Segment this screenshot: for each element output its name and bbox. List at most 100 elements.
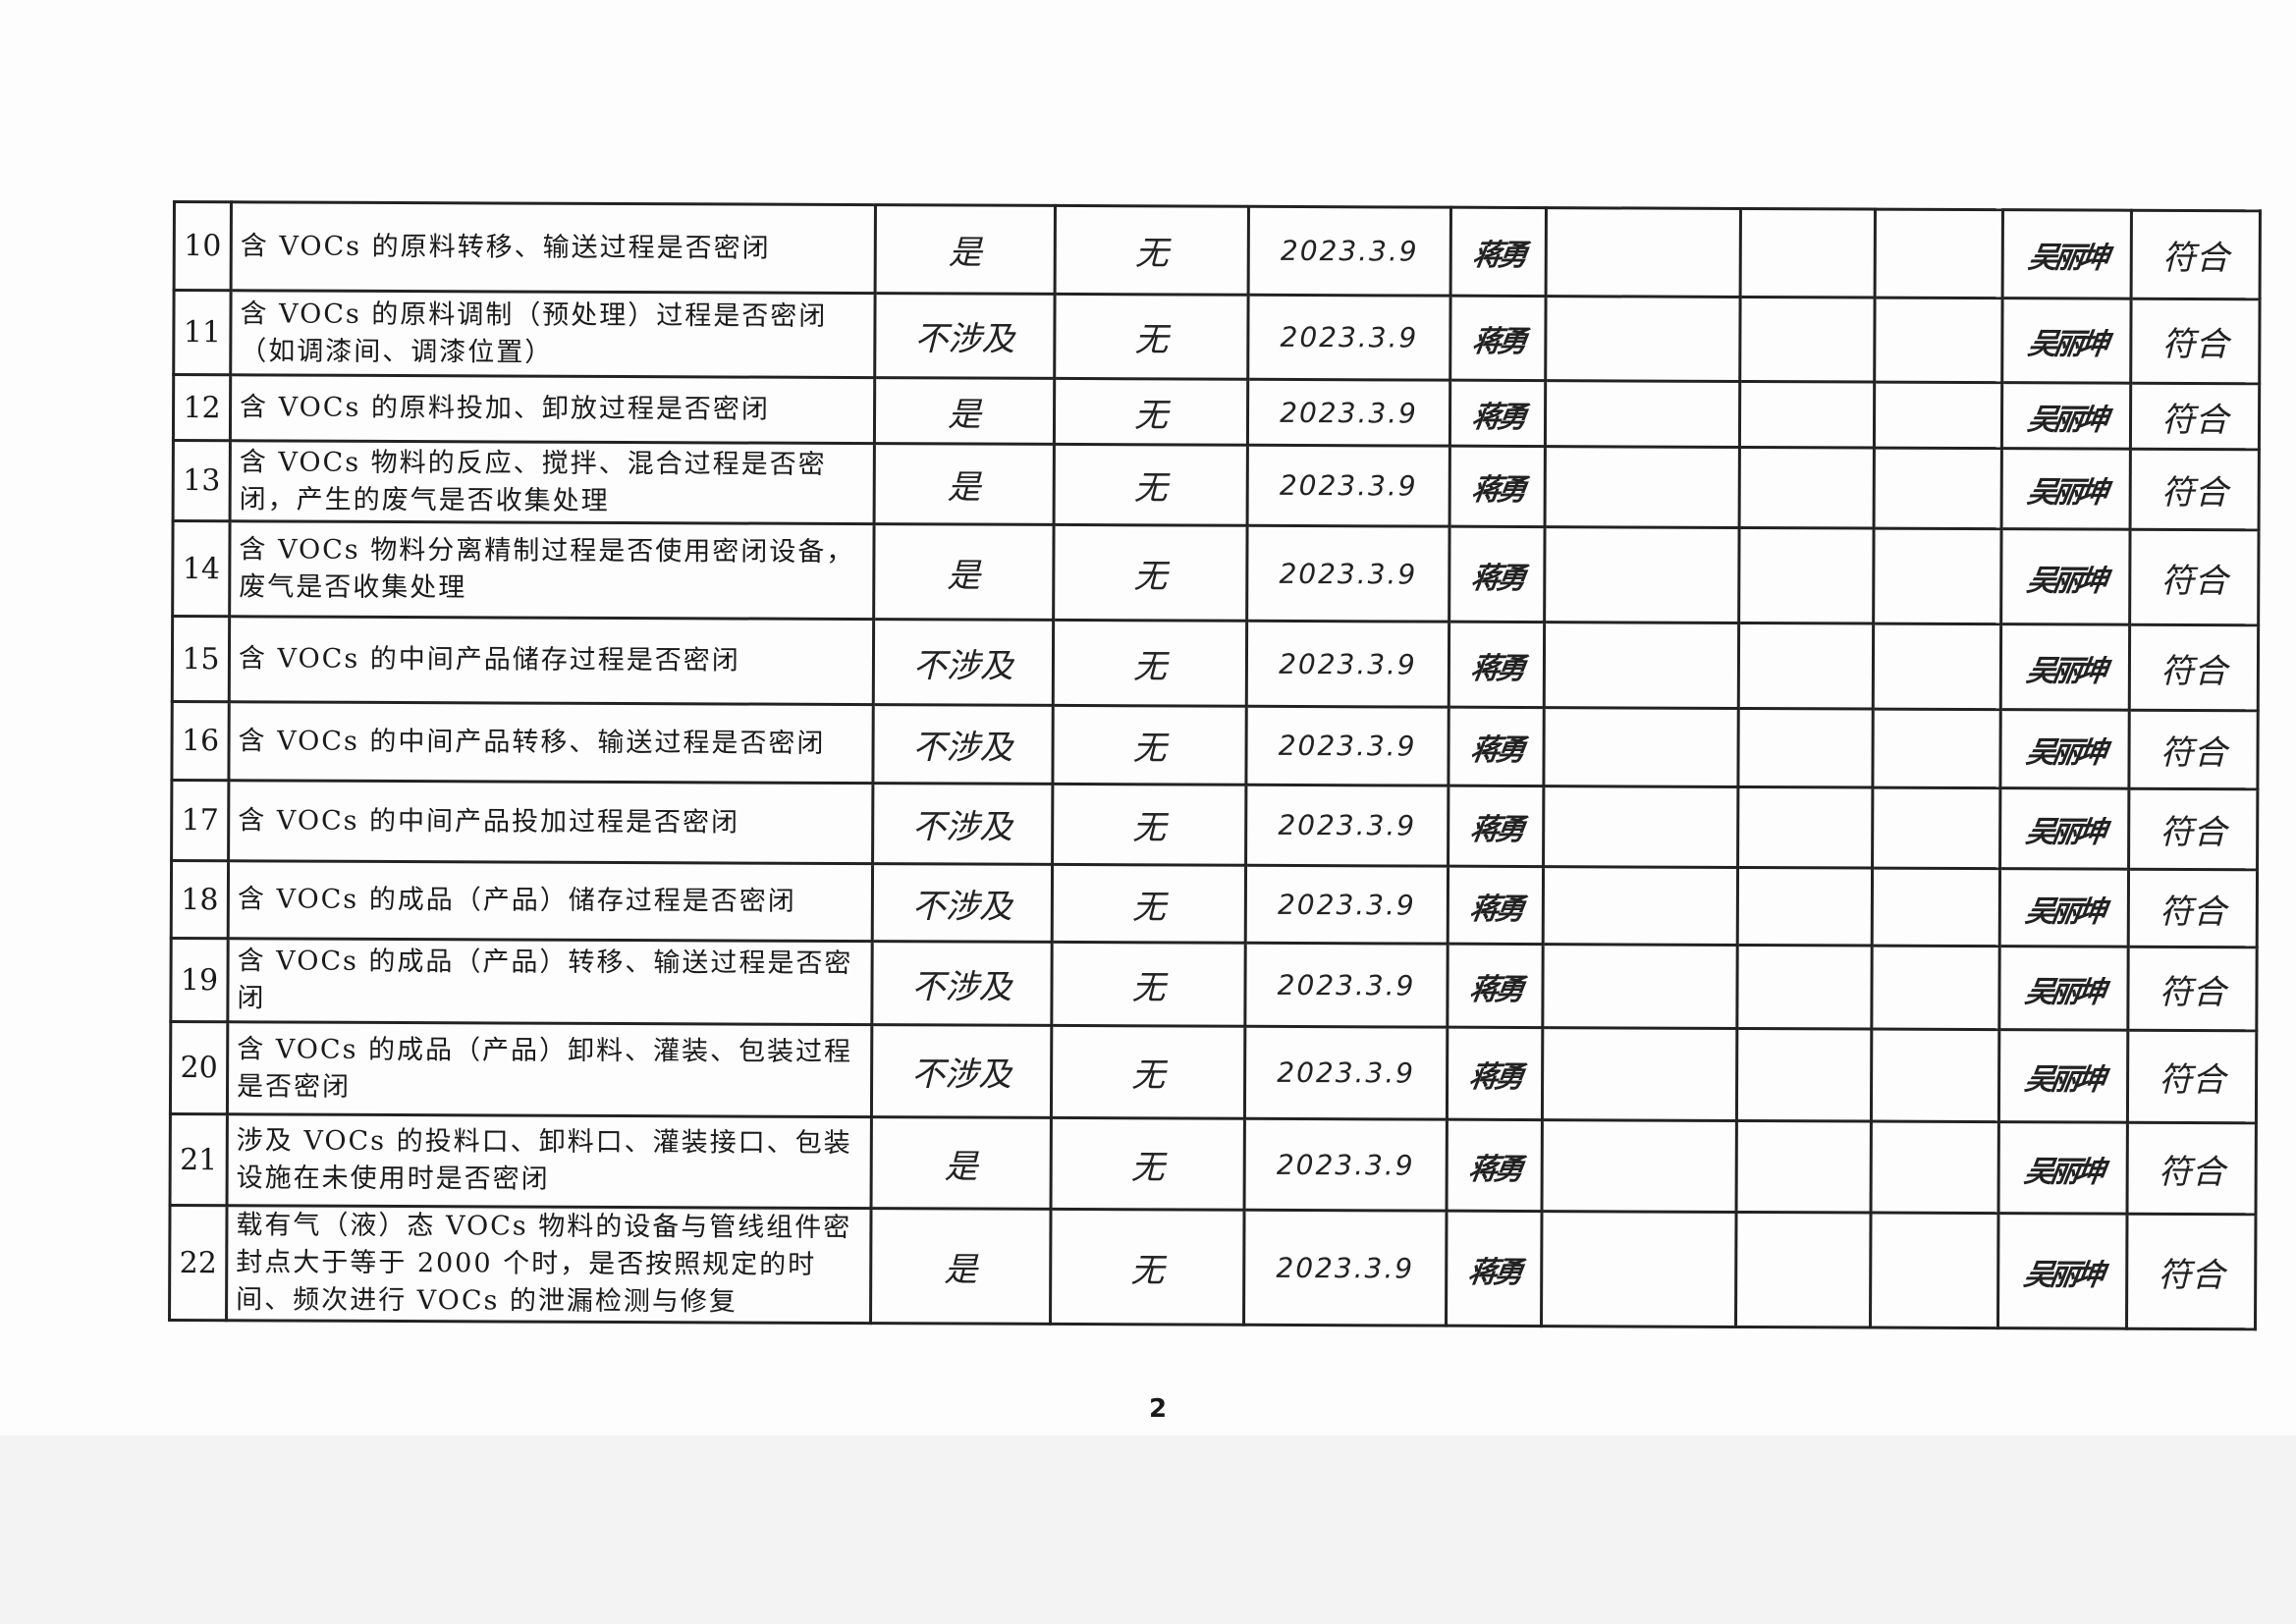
reviewer-signature: 吴丽坤 (1995, 709, 2135, 789)
inspector-signature: 蒋勇 (1441, 944, 1550, 1028)
row-number: 18 (171, 860, 229, 939)
empty-cell (1737, 708, 1874, 788)
row-number: 22 (169, 1205, 228, 1321)
issue-handwritten: 无 (1051, 1025, 1245, 1119)
empty-cell (1875, 209, 2003, 298)
empty-cell (1871, 946, 2000, 1030)
inspector-signature: 蒋勇 (1440, 1119, 1549, 1212)
answer-handwritten: 不涉及 (872, 863, 1053, 943)
empty-cell (1739, 381, 1875, 449)
empty-cell (1736, 1028, 1872, 1122)
inspection-item: 含 VOCs 的成品（产品）转移、输送过程是否密闭 (227, 938, 873, 1025)
empty-cell (1545, 380, 1740, 448)
inspection-date: 2023.3.9 (1244, 943, 1449, 1028)
answer-handwritten: 不涉及 (871, 1024, 1052, 1118)
table-row: 14 含 VOCs 物料分离精制过程是否使用密闭设备，废气是否收集处理是无 2023… (172, 520, 2260, 625)
row-number: 10 (174, 201, 232, 291)
table-row: 13 含 VOCs 物料的反应、搅拌、混合过程是否密闭，产生的废气是否收集处理是无… (173, 440, 2260, 530)
inspection-date: 2023.3.9 (1247, 295, 1451, 381)
empty-cell (1738, 527, 1875, 624)
reviewer-signature: 吴丽坤 (1992, 1121, 2134, 1215)
empty-cell (1738, 623, 1874, 710)
empty-cell (1546, 207, 1741, 298)
row-number: 17 (171, 780, 229, 861)
issue-handwritten: 无 (1054, 444, 1248, 526)
empty-cell (1542, 944, 1738, 1029)
table-row: 17 含 VOCs 的中间产品投加过程是否密闭 不涉及无 2023.3.9 蒋勇 吴丽坤符… (171, 780, 2258, 870)
empty-cell (1543, 785, 1738, 868)
empty-cell (1543, 707, 1739, 787)
scan-bottom-band (0, 1435, 2296, 1624)
table-row: 15 含 VOCs 的中间产品储存过程是否密闭 不涉及无 2023.3.9 蒋勇 吴丽坤符… (172, 616, 2259, 711)
issue-handwritten: 无 (1052, 784, 1246, 866)
inspector-signature: 蒋勇 (1444, 296, 1553, 381)
result-handwritten: 符合 (2128, 869, 2258, 947)
empty-cell (1737, 867, 1873, 947)
reviewer-signature: 吴丽坤 (1994, 528, 2137, 625)
inspector-signature: 蒋勇 (1445, 380, 1551, 447)
inspection-item: 含 VOCs 物料的反应、搅拌、混合过程是否密闭，产生的废气是否收集处理 (230, 440, 875, 524)
issue-handwritten: 无 (1051, 942, 1246, 1027)
empty-cell (1543, 866, 1738, 946)
inspection-item: 含 VOCs 的原料调制（预处理）过程是否密闭（如调漆间、调漆位置） (230, 290, 876, 378)
table-row: 19 含 VOCs 的成品（产品）转移、输送过程是否密闭 不涉及无 2023.3.9 蒋… (170, 938, 2258, 1031)
result-handwritten: 符合 (2129, 529, 2260, 625)
answer-handwritten: 是 (874, 377, 1055, 445)
answer-handwritten: 是 (871, 1116, 1052, 1210)
inspector-signature: 蒋勇 (1440, 1027, 1550, 1120)
voc-inspection-table: 10 含 VOCs 的原料转移、输送过程是否密闭是无 2023.3.9 蒋勇 吴丽坤 符合… (168, 200, 2262, 1330)
inspection-date: 2023.3.9 (1247, 379, 1450, 447)
answer-handwritten: 是 (873, 523, 1055, 621)
empty-cell (1873, 528, 2002, 624)
inspection-item: 载有气（液）态 VOCs 物料的设备与管线组件密封点大于等于 2000 个时，是… (226, 1205, 872, 1324)
issue-handwritten: 无 (1052, 705, 1247, 785)
table-row: 20 含 VOCs 的成品（产品）卸料、灌装、包装过程是否密闭 不涉及无 2023.3… (170, 1021, 2257, 1123)
empty-cell (1872, 868, 2000, 947)
answer-handwritten: 是 (875, 204, 1056, 295)
table-row: 11 含 VOCs 的原料调制（预处理）过程是否密闭（如调漆间、调漆位置） 不涉及无… (173, 290, 2261, 384)
inspection-date: 2023.3.9 (1247, 445, 1450, 527)
empty-cell (1545, 296, 1741, 382)
table-row: 22 载有气（液）态 VOCs 物料的设备与管线组件密封点大于等于 2000 个时… (169, 1205, 2257, 1329)
inspection-date: 2023.3.9 (1245, 865, 1449, 945)
result-handwritten: 符合 (2129, 624, 2259, 711)
empty-cell (1871, 1029, 1999, 1122)
reviewer-signature: 吴丽坤 (1996, 382, 2136, 450)
inspection-item: 含 VOCs 物料分离精制过程是否使用密闭设备，废气是否收集处理 (229, 520, 875, 620)
issue-handwritten: 无 (1052, 864, 1246, 944)
empty-cell (1874, 382, 2002, 449)
reviewer-signature: 吴丽坤 (1995, 623, 2136, 711)
result-handwritten: 符合 (2127, 1030, 2257, 1123)
empty-cell (1541, 1211, 1737, 1327)
result-handwritten: 符合 (2127, 947, 2258, 1031)
inspector-signature: 蒋勇 (1442, 785, 1550, 867)
answer-handwritten: 不涉及 (871, 941, 1053, 1026)
inspection-date: 2023.3.9 (1246, 525, 1450, 623)
row-number: 12 (173, 374, 231, 441)
issue-handwritten: 无 (1050, 1209, 1245, 1326)
empty-cell (1736, 1120, 1872, 1214)
inspection-item: 含 VOCs 的中间产品投加过程是否密闭 (228, 780, 873, 864)
inspection-date: 2023.3.9 (1246, 621, 1449, 708)
inspection-date: 2023.3.9 (1245, 706, 1449, 786)
issue-handwritten: 无 (1054, 294, 1249, 380)
row-number: 20 (170, 1021, 228, 1114)
inspection-date: 2023.3.9 (1244, 1026, 1448, 1120)
row-number: 14 (172, 520, 231, 617)
result-handwritten: 符合 (2130, 298, 2261, 384)
table-row: 21 涉及 VOCs 的投料口、卸料口、灌装接口、包装设施在未使用时是否密闭是无 2… (170, 1113, 2257, 1215)
row-number: 19 (170, 938, 229, 1022)
empty-cell (1736, 945, 1873, 1030)
page-number: 2 (1149, 1394, 1168, 1424)
empty-cell (1737, 786, 1873, 869)
empty-cell (1735, 1212, 1872, 1328)
empty-cell (1872, 787, 2000, 869)
inspection-date: 2023.3.9 (1243, 1210, 1448, 1326)
empty-cell (1544, 622, 1739, 709)
inspection-item: 含 VOCs 的原料转移、输送过程是否密闭 (231, 201, 876, 294)
empty-cell (1872, 709, 2001, 788)
empty-cell (1544, 526, 1740, 623)
issue-handwritten: 无 (1054, 378, 1248, 446)
empty-cell (1873, 623, 2001, 710)
empty-cell (1874, 448, 2002, 529)
